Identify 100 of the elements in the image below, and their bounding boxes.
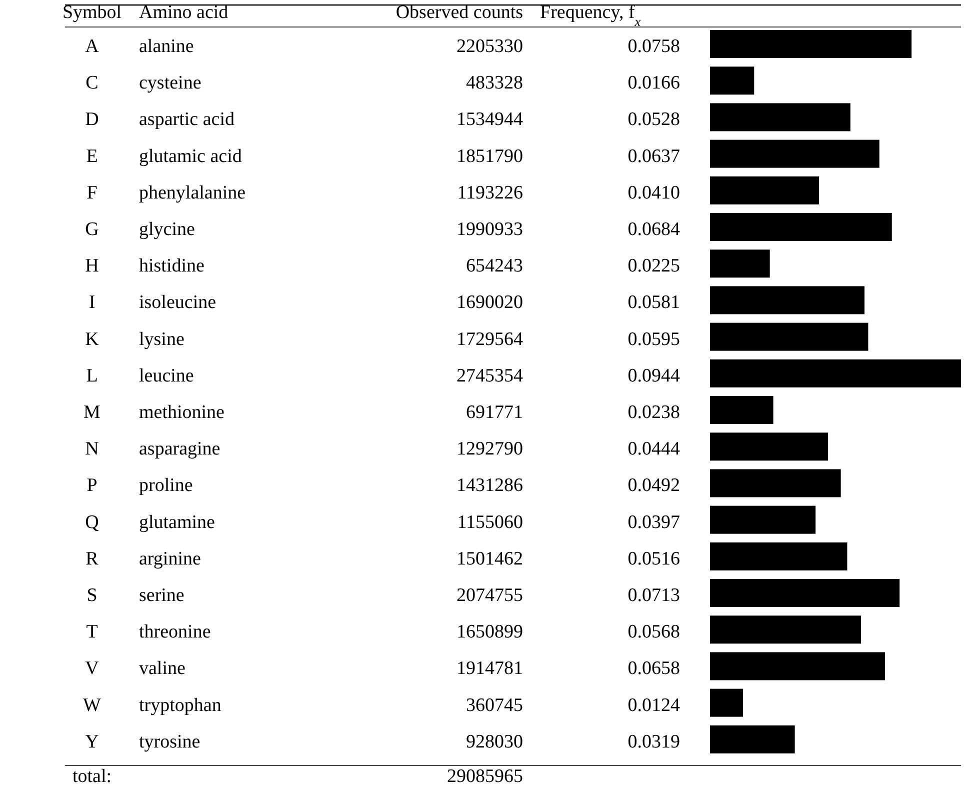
text: phenylalanine	[139, 182, 246, 204]
bar	[710, 688, 743, 717]
text: 1534944	[456, 109, 524, 130]
bar	[710, 506, 816, 534]
text: threonine	[139, 622, 211, 643]
data-label: 0.0528	[628, 109, 680, 130]
text: total:	[72, 766, 112, 787]
text: 1193226	[457, 182, 523, 204]
text: Observed counts	[396, 2, 523, 23]
y-tick-label: Y	[85, 731, 100, 752]
data-label: 0.0684	[628, 219, 680, 240]
y-tick-label: C	[86, 72, 98, 94]
bar	[710, 359, 961, 388]
bar	[710, 213, 892, 241]
data-label: 0.0581	[628, 292, 680, 314]
text: methionine	[139, 402, 224, 423]
text: valine	[139, 658, 186, 680]
text: glycine	[139, 219, 195, 240]
text: 691771	[466, 402, 523, 423]
y-tick-label: I	[88, 292, 96, 314]
text: 2205330	[456, 36, 523, 57]
data-label: 0.0516	[628, 548, 680, 570]
y-tick-label: Q	[85, 512, 100, 533]
y-axis-title: Symbol	[62, 2, 122, 23]
bar	[710, 176, 820, 204]
data-label: 0.0444	[628, 438, 680, 460]
text: 360745	[466, 694, 523, 716]
text: proline	[139, 475, 193, 496]
bar	[710, 250, 770, 278]
text: 1292790	[456, 438, 523, 460]
y-tick-label: T	[86, 622, 98, 643]
data-label: 0.0238	[628, 402, 680, 423]
y-tick-label: A	[85, 36, 100, 57]
text: 2074755	[456, 585, 523, 606]
text: 1690020	[456, 292, 523, 314]
bar	[710, 725, 795, 754]
bar	[710, 616, 862, 644]
text: arginine	[139, 548, 201, 570]
text: 1729564	[456, 328, 524, 350]
bar	[710, 542, 848, 570]
y-tick-label: N	[85, 438, 100, 460]
text: Amino acid	[139, 2, 229, 23]
y-tick-label: E	[86, 146, 98, 167]
text: glutamic acid	[139, 146, 242, 167]
data-label: 0.0492	[628, 475, 680, 496]
y-tick-label: R	[86, 548, 99, 570]
bar	[710, 30, 912, 58]
bar	[710, 66, 754, 95]
text: tyrosine	[139, 731, 200, 752]
text: alanine	[139, 36, 194, 57]
text: cysteine	[139, 72, 202, 94]
data-label: 0.0713	[628, 585, 680, 606]
data-label: 0.0124	[628, 694, 680, 716]
bar	[710, 103, 850, 132]
data-label: 0.0944	[628, 365, 680, 386]
bar	[710, 652, 885, 680]
text: isoleucine	[139, 292, 216, 314]
text: 483328	[466, 72, 523, 94]
text: 654243	[466, 256, 523, 277]
data-label: 0.0319	[628, 731, 680, 752]
y-tick-label: D	[85, 109, 99, 130]
y-tick-label: H	[85, 256, 100, 277]
y-tick-label: S	[86, 585, 98, 606]
y-tick-label: P	[86, 475, 98, 496]
text: leucine	[139, 365, 194, 386]
text: 1431286	[456, 475, 523, 496]
y-tick-label: K	[85, 328, 100, 350]
bar	[710, 396, 774, 424]
y-tick-label: W	[83, 694, 102, 716]
bar	[710, 286, 864, 314]
y-tick-label: L	[86, 365, 98, 386]
data-label: 0.0397	[628, 512, 680, 533]
text: 1501462	[456, 548, 523, 570]
data-label: 0.0225	[628, 256, 680, 277]
text: 1851790	[456, 146, 523, 167]
data-label: 0.0568	[628, 622, 680, 643]
text: 1990933	[456, 219, 523, 240]
text: 1650899	[456, 622, 523, 643]
text: aspartic acid	[139, 109, 235, 130]
y-tick-label: F	[86, 182, 98, 204]
bar	[710, 322, 868, 351]
text: 2745354	[456, 365, 524, 386]
data-label: 0.0595	[628, 328, 680, 350]
data-label: 0.0658	[628, 658, 680, 680]
text: 1155060	[457, 512, 523, 533]
data-label: 0.0758	[628, 36, 680, 57]
text: glutamine	[139, 512, 215, 533]
text: 1914781	[456, 658, 523, 680]
text: 29085965	[447, 766, 523, 787]
y-tick-label: V	[85, 658, 100, 680]
text: serine	[139, 585, 184, 606]
bar	[710, 469, 841, 498]
y-tick-label: G	[85, 219, 100, 240]
data-label: 0.0637	[628, 146, 680, 167]
y-tick-label: M	[84, 402, 101, 423]
bar	[710, 432, 828, 461]
data-label: 0.0410	[628, 182, 680, 204]
data-label: 0.0166	[628, 72, 680, 94]
text: 928030	[466, 731, 523, 752]
text: histidine	[139, 256, 204, 277]
